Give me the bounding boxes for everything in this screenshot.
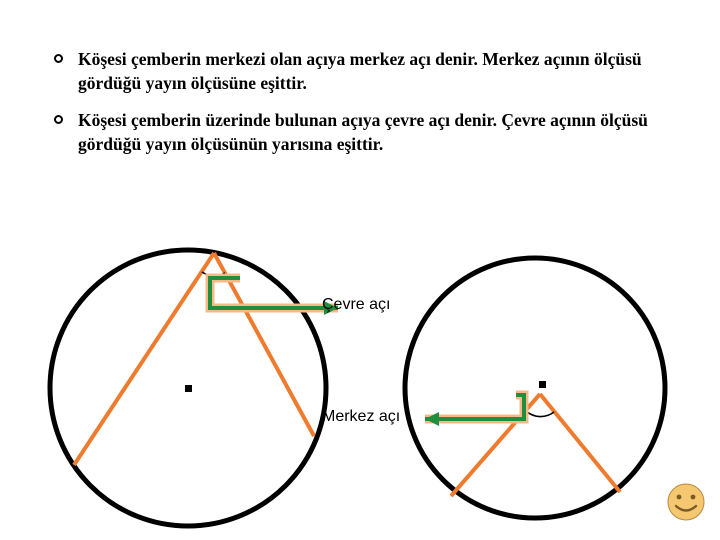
bullet-item: Köşesi çemberin merkezi olan açıya merke… <box>78 48 676 95</box>
left-circle <box>50 250 326 526</box>
merkez-arrow-head <box>425 412 439 426</box>
left-angle-line <box>74 253 214 465</box>
left-center-dot <box>185 385 192 392</box>
cevre-arrow-glow <box>210 278 338 308</box>
cevre-aci-label: Çevre açı <box>322 296 390 314</box>
merkez-arrow <box>425 395 524 419</box>
merkez-aci-label: Merkez açı <box>322 408 400 426</box>
right-angle-arc <box>526 411 554 417</box>
cevre-arrow <box>210 278 338 308</box>
right-angle-line <box>451 394 540 496</box>
right-circle <box>405 258 665 518</box>
left-angle-line <box>214 253 314 436</box>
bullet-marker-icon <box>54 115 63 124</box>
merkez-arrow-glow <box>425 395 524 419</box>
bullet-marker-icon <box>54 54 63 63</box>
right-angle-line <box>540 394 620 492</box>
bullet-item: Köşesi çemberin üzerinde bulunan açıya ç… <box>78 109 676 156</box>
left-angle-arc <box>202 272 225 276</box>
bullet-text: Köşesi çemberin merkezi olan açıya merke… <box>78 48 676 95</box>
bullet-list: Köşesi çemberin merkezi olan açıya merke… <box>0 0 720 157</box>
smiley-icon <box>666 482 706 522</box>
right-center-dot <box>539 381 546 388</box>
bullet-text: Köşesi çemberin üzerinde bulunan açıya ç… <box>78 109 676 156</box>
